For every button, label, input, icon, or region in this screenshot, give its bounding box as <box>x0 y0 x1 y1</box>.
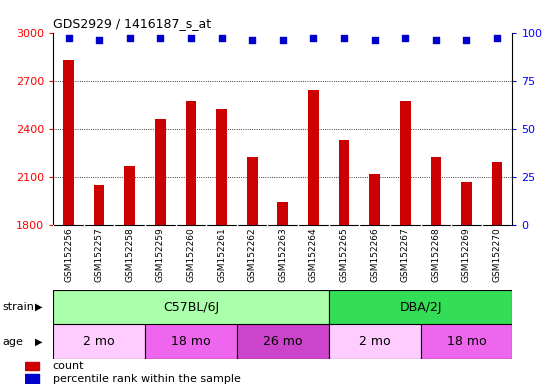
Point <box>125 35 134 41</box>
Point <box>64 35 73 41</box>
Text: 26 mo: 26 mo <box>263 335 302 348</box>
Bar <box>421 324 512 359</box>
Text: count: count <box>53 361 84 371</box>
Bar <box>185 101 197 225</box>
Bar <box>94 185 105 225</box>
Text: 18 mo: 18 mo <box>171 335 211 348</box>
Text: GSM152262: GSM152262 <box>248 227 256 282</box>
Text: 2 mo: 2 mo <box>83 335 115 348</box>
Bar <box>145 324 237 359</box>
Text: strain: strain <box>3 302 35 312</box>
Point <box>431 37 440 43</box>
Point <box>95 37 104 43</box>
Bar <box>53 290 329 324</box>
Text: C57BL/6J: C57BL/6J <box>163 301 219 314</box>
Text: 18 mo: 18 mo <box>447 335 486 348</box>
Text: GSM152257: GSM152257 <box>95 227 104 282</box>
Text: ▶: ▶ <box>35 302 42 312</box>
Bar <box>329 324 421 359</box>
Text: GSM152269: GSM152269 <box>462 227 471 282</box>
Point <box>462 37 471 43</box>
Bar <box>339 140 349 225</box>
Text: GSM152256: GSM152256 <box>64 227 73 282</box>
Bar <box>492 162 502 225</box>
Text: GDS2929 / 1416187_s_at: GDS2929 / 1416187_s_at <box>53 17 211 30</box>
Text: GSM152270: GSM152270 <box>493 227 502 282</box>
Bar <box>461 182 472 225</box>
Bar <box>216 109 227 225</box>
Bar <box>400 101 410 225</box>
Bar <box>369 174 380 225</box>
Bar <box>308 90 319 225</box>
Point <box>156 35 165 41</box>
Point <box>217 35 226 41</box>
Bar <box>237 324 329 359</box>
Text: GSM152266: GSM152266 <box>370 227 379 282</box>
Text: 2 mo: 2 mo <box>359 335 390 348</box>
Bar <box>25 362 39 370</box>
Text: GSM152264: GSM152264 <box>309 227 318 282</box>
Bar <box>124 166 135 225</box>
Point <box>401 35 410 41</box>
Point <box>248 37 256 43</box>
Bar <box>277 202 288 225</box>
Bar <box>53 324 145 359</box>
Point <box>339 35 348 41</box>
Bar <box>155 119 166 225</box>
Bar <box>63 60 74 225</box>
Text: GSM152263: GSM152263 <box>278 227 287 282</box>
Point <box>309 35 318 41</box>
Bar <box>431 157 441 225</box>
Bar <box>25 374 39 383</box>
Text: percentile rank within the sample: percentile rank within the sample <box>53 374 240 384</box>
Text: GSM152259: GSM152259 <box>156 227 165 282</box>
Text: GSM152261: GSM152261 <box>217 227 226 282</box>
Bar <box>329 290 512 324</box>
Point <box>278 37 287 43</box>
Text: DBA/2J: DBA/2J <box>399 301 442 314</box>
Point <box>493 35 502 41</box>
Text: GSM152267: GSM152267 <box>401 227 410 282</box>
Bar <box>247 157 258 225</box>
Text: ▶: ▶ <box>35 337 42 347</box>
Text: GSM152260: GSM152260 <box>186 227 195 282</box>
Text: GSM152268: GSM152268 <box>431 227 440 282</box>
Point <box>370 37 379 43</box>
Text: GSM152265: GSM152265 <box>339 227 348 282</box>
Text: age: age <box>3 337 24 347</box>
Text: GSM152258: GSM152258 <box>125 227 134 282</box>
Point <box>186 35 195 41</box>
